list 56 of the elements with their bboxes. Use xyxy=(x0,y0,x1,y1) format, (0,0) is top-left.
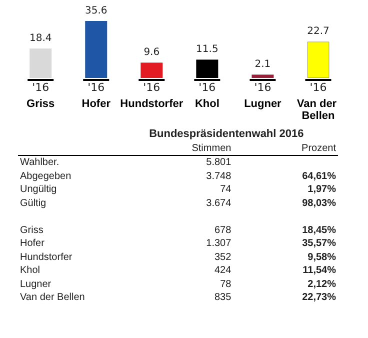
bar xyxy=(85,21,108,78)
bar xyxy=(196,60,218,78)
annotation: '16 xyxy=(310,81,327,94)
data-label: 18,45% xyxy=(301,224,337,237)
data-label: 2.1 xyxy=(254,59,271,70)
x-tick-label: Van der Bellen xyxy=(296,98,340,122)
annotation: '16 xyxy=(88,81,105,94)
bar xyxy=(252,74,274,78)
category-label: Gültig xyxy=(19,196,48,210)
annotation: '16 xyxy=(32,81,50,94)
category-label: Khol xyxy=(19,264,42,278)
data-label: 3.674 xyxy=(205,196,232,210)
x-tick-label: Hofer xyxy=(82,98,112,110)
category-label: Hofer xyxy=(19,237,46,250)
data-label: 9.6 xyxy=(144,47,160,58)
data-label: 78 xyxy=(219,278,232,291)
data-label: 1,97% xyxy=(306,183,337,196)
x-tick-label: Khol xyxy=(194,98,220,110)
data-label: 22.7 xyxy=(307,26,330,38)
category-label: Abgegeben xyxy=(19,170,72,183)
category-label: Griss xyxy=(19,224,44,237)
data-label: 35.6 xyxy=(84,6,108,17)
text: Stimmen xyxy=(114,142,234,156)
annotation: '16 xyxy=(198,81,216,94)
data-label: 18.4 xyxy=(29,33,52,44)
data-label: 35,57% xyxy=(301,237,337,250)
category-label: Van der Bellen xyxy=(19,291,86,304)
bar xyxy=(307,42,330,78)
data-label: 2,12% xyxy=(306,278,337,291)
data-label: 11.5 xyxy=(196,44,218,56)
data-label: 22,73% xyxy=(301,291,337,304)
data-label: 352 xyxy=(214,250,232,264)
data-label: 678 xyxy=(214,224,232,237)
x-tick-label: Lugner xyxy=(244,98,282,110)
data-label: 11,54% xyxy=(302,264,337,278)
annotation: '16 xyxy=(254,81,272,94)
x-tick-label: Hundstorfer xyxy=(120,98,184,110)
category-label: Wahlber. xyxy=(19,156,60,170)
data-label: 1.307 xyxy=(205,237,232,250)
category-label: Lugner xyxy=(19,278,52,291)
annotation: '16 xyxy=(143,81,160,94)
data-label: 74 xyxy=(219,183,232,196)
text: Prozent xyxy=(233,142,338,156)
bar xyxy=(140,62,163,78)
text: Bundespräsidentenwahl 2016 xyxy=(148,128,305,142)
data-label: 64,61% xyxy=(301,170,337,183)
x-tick-label: Griss xyxy=(26,98,55,110)
data-label: 424 xyxy=(214,264,232,278)
data-label: 98,03% xyxy=(301,196,337,210)
category-label: Hundstorfer xyxy=(19,250,74,264)
data-label: 5.801 xyxy=(205,156,232,170)
data-label: 3.748 xyxy=(205,170,232,183)
bar xyxy=(30,48,52,78)
data-label: 9,58% xyxy=(306,250,337,264)
category-label: Ungültig xyxy=(19,183,58,196)
data-label: 835 xyxy=(214,291,232,304)
